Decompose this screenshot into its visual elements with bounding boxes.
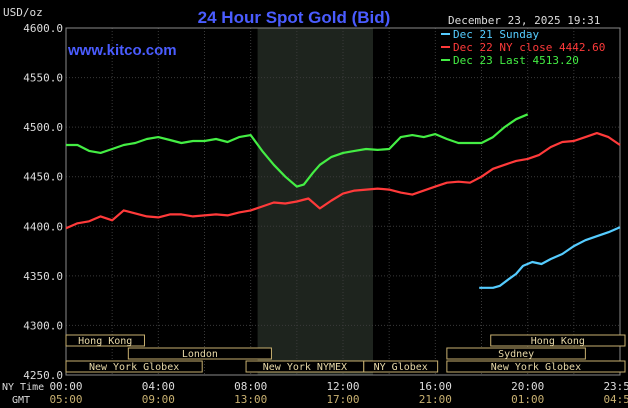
session-bar	[65, 334, 145, 347]
session-bar	[490, 334, 626, 347]
session-label: New York NYMEX	[263, 362, 347, 373]
x-tick-label-ny: 20:00	[511, 380, 544, 393]
y-tick-label: 4500.0	[23, 121, 63, 134]
ny-time-label: NY Time	[2, 382, 44, 393]
session-bar	[127, 347, 272, 360]
session-label: Sydney	[498, 349, 534, 360]
y-axis-ticks: 4600.0 4550.0 4500.0 4450.0 4400.0 4350.0 4300…	[23, 22, 63, 382]
timestamp: December 23, 2025 19:31	[448, 14, 600, 27]
watermark: www.kitco.com	[67, 42, 177, 59]
x-tick-label-gmt: 04:59	[603, 393, 628, 406]
session-label: NY Globex	[374, 362, 428, 373]
series-line	[66, 113, 529, 188]
x-tick-label-ny: 04:00	[142, 380, 175, 393]
units-label: USD/oz	[3, 6, 43, 19]
y-tick-label: 4400.0	[23, 220, 63, 233]
x-tick-label-ny: 08:00	[234, 380, 267, 393]
chart-title: 24 Hour Spot Gold (Bid)	[198, 8, 391, 27]
x-tick-label-ny: 16:00	[419, 380, 452, 393]
session-bar	[363, 360, 439, 373]
gmt-label: GMT	[12, 395, 30, 406]
x-tick-label-ny: 23:59	[603, 380, 628, 393]
session-label: London	[182, 349, 218, 360]
legend-entry: Dec 21 Sunday	[453, 28, 539, 41]
price-series	[65, 113, 621, 289]
series-line	[479, 226, 621, 289]
x-tick-label-gmt: 05:00	[49, 393, 82, 406]
y-tick-label: 4300.0	[23, 319, 63, 332]
session-label: Hong Kong	[78, 336, 132, 347]
session-label: Hong Kong	[531, 336, 585, 347]
x-tick-label-gmt: 21:00	[419, 393, 452, 406]
legend-entry: Dec 22 NY close 4442.60	[453, 41, 605, 54]
session-bar	[65, 360, 203, 373]
plot-frame	[65, 27, 621, 376]
y-tick-label: 4600.0	[23, 22, 63, 35]
legend-entry: Dec 23 Last 4513.20	[453, 54, 579, 67]
session-label: New York Globex	[89, 362, 179, 373]
y-tick-label: 4350.0	[23, 270, 63, 283]
x-tick-label-gmt: 13:00	[234, 393, 267, 406]
x-tick-label-gmt: 17:00	[326, 393, 359, 406]
nymex-hours-band	[257, 28, 374, 375]
y-tick-label: 4450.0	[23, 171, 63, 184]
y-tick-label: 4250.0	[23, 369, 63, 382]
session-label: New York Globex	[491, 362, 581, 373]
session-bar	[446, 360, 626, 373]
series-line	[65, 132, 621, 230]
x-tick-label-gmt: 09:00	[142, 393, 175, 406]
session-bar	[446, 347, 586, 360]
x-tick-label-ny: 12:00	[326, 380, 359, 393]
x-tick-label-gmt: 01:00	[511, 393, 544, 406]
x-tick-label-ny: 00:00	[49, 380, 82, 393]
y-tick-label: 4550.0	[23, 72, 63, 85]
